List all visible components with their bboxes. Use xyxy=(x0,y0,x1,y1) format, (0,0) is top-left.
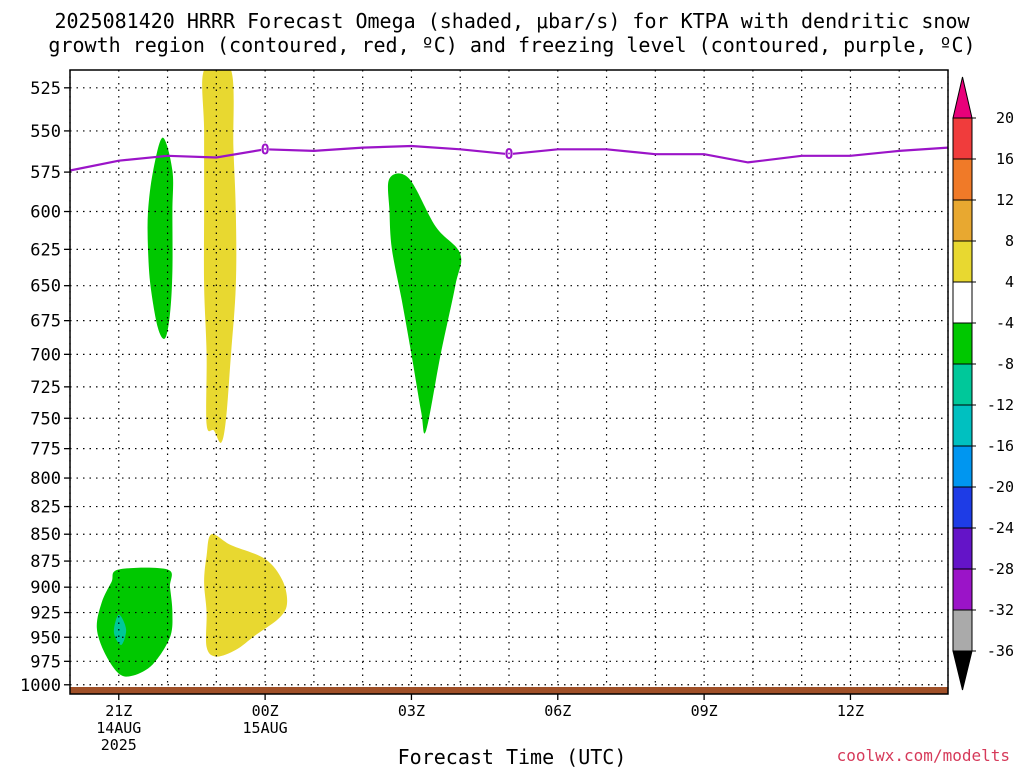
omega-shading xyxy=(96,70,462,677)
colorbar-label-1: 16 xyxy=(996,150,1014,168)
colorbar-box-3 xyxy=(952,199,973,242)
colorbar-label-9: -20 xyxy=(987,478,1014,496)
y-tick-label-575: 575 xyxy=(30,163,61,183)
colorbar-bottom-arrow xyxy=(952,650,973,691)
y-tick-label-850: 850 xyxy=(30,525,61,545)
y-tick-label-950: 950 xyxy=(30,628,61,648)
y-tick-label-550: 550 xyxy=(30,122,61,142)
x-tick-label-3-1: 15AUG xyxy=(243,719,288,737)
omega-region-1 xyxy=(147,137,174,339)
y-axis: 525 550 575 600 625 650 675 700 725 750 775 800 825 8… xyxy=(20,79,70,696)
y-tick-label-725: 725 xyxy=(30,378,61,398)
colorbar-label-11: -28 xyxy=(987,560,1014,578)
y-tick-label-800: 800 xyxy=(30,469,61,489)
y-tick-label-625: 625 xyxy=(30,240,61,260)
x-tick-label-6-0: 03Z xyxy=(398,702,425,720)
omega-region-6 xyxy=(204,533,288,657)
colorbar-label-0: 20 xyxy=(996,109,1014,127)
credit-link[interactable]: coolwx.com/modelts xyxy=(836,746,1010,765)
x-tick-label-3-0: 00Z xyxy=(252,702,279,720)
colorbar-label-4: 4 xyxy=(1005,273,1014,291)
surface-fill xyxy=(70,687,948,694)
colorbar-label-3: 8 xyxy=(1005,232,1014,250)
y-tick-label-975: 975 xyxy=(30,652,61,672)
y-tick-label-700: 700 xyxy=(30,345,61,365)
colorbar-box-9 xyxy=(952,445,973,488)
freezing-label-bg xyxy=(261,142,270,157)
freezing-level-label-2: 0 xyxy=(504,145,513,163)
colorbar-box-4 xyxy=(952,240,973,283)
y-tick-label-900: 900 xyxy=(30,578,61,598)
y-tick-label-675: 675 xyxy=(30,312,61,332)
x-tick-label-0-1: 14AUG xyxy=(96,719,141,737)
grid-lines xyxy=(69,70,949,694)
colorbar-box-12 xyxy=(952,568,973,611)
x-axis-title: Forecast Time (UTC) xyxy=(397,745,627,769)
colorbar-box-6 xyxy=(952,322,973,365)
colorbar-box-2 xyxy=(952,158,973,201)
colorbar-label-7: -12 xyxy=(987,396,1014,414)
plot-border xyxy=(69,69,949,695)
freezing-level-label-1: 0 xyxy=(261,140,270,158)
freezing-label-bg xyxy=(505,147,513,162)
y-tick-label-925: 925 xyxy=(30,604,61,624)
x-tick-label-12-0: 09Z xyxy=(691,702,718,720)
colorbar-label-5: -4 xyxy=(996,314,1014,332)
colorbar-box-11 xyxy=(952,527,973,570)
omega-region-3 xyxy=(387,173,462,434)
x-tick-label-9-0: 06Z xyxy=(544,702,571,720)
y-tick-label-600: 600 xyxy=(30,203,61,223)
y-tick-label-875: 875 xyxy=(30,552,61,572)
y-tick-label-650: 650 xyxy=(30,277,61,297)
colorbar-label-10: -24 xyxy=(987,519,1014,537)
y-tick-label-750: 750 xyxy=(30,409,61,429)
colorbar-top-arrow xyxy=(952,76,973,119)
colorbar-box-10 xyxy=(952,486,973,529)
plot-frame xyxy=(69,69,949,695)
y-tick-label-1000: 1000 xyxy=(20,676,61,696)
colorbar-label-2: 12 xyxy=(996,191,1014,209)
x-tick-label-0-0: 21Z xyxy=(105,702,132,720)
x-tick-label-0-2: 2025 xyxy=(101,736,137,754)
colorbar-label-8: -16 xyxy=(987,437,1014,455)
colorbar-box-8 xyxy=(952,404,973,447)
colorbar-box-13 xyxy=(952,609,973,652)
omega-region-4 xyxy=(96,567,173,677)
colorbar-box-7 xyxy=(952,363,973,406)
omega-region-2 xyxy=(202,70,237,443)
colorbar-label-6: -8 xyxy=(996,355,1014,373)
colorbar: 20 16 12 8 4 -4 -8 -12 -16 -20 -24 -28 -32 -36 xyxy=(952,76,1014,691)
y-tick-label-825: 825 xyxy=(30,498,61,518)
colorbar-box-1 xyxy=(952,117,973,160)
x-tick-label-15-0: 12Z xyxy=(837,702,864,720)
colorbar-box-5 xyxy=(952,281,973,324)
y-tick-label-775: 775 xyxy=(30,440,61,460)
y-tick-label-525: 525 xyxy=(30,79,61,99)
surface-band xyxy=(70,687,948,694)
chart-title-line2: growth region (contoured, red, ºC) and f… xyxy=(48,33,976,57)
colorbar-label-13: -36 xyxy=(987,642,1014,660)
chart-title-line1: 2025081420 HRRR Forecast Omega (shaded, … xyxy=(54,9,970,33)
colorbar-label-12: -32 xyxy=(987,601,1014,619)
